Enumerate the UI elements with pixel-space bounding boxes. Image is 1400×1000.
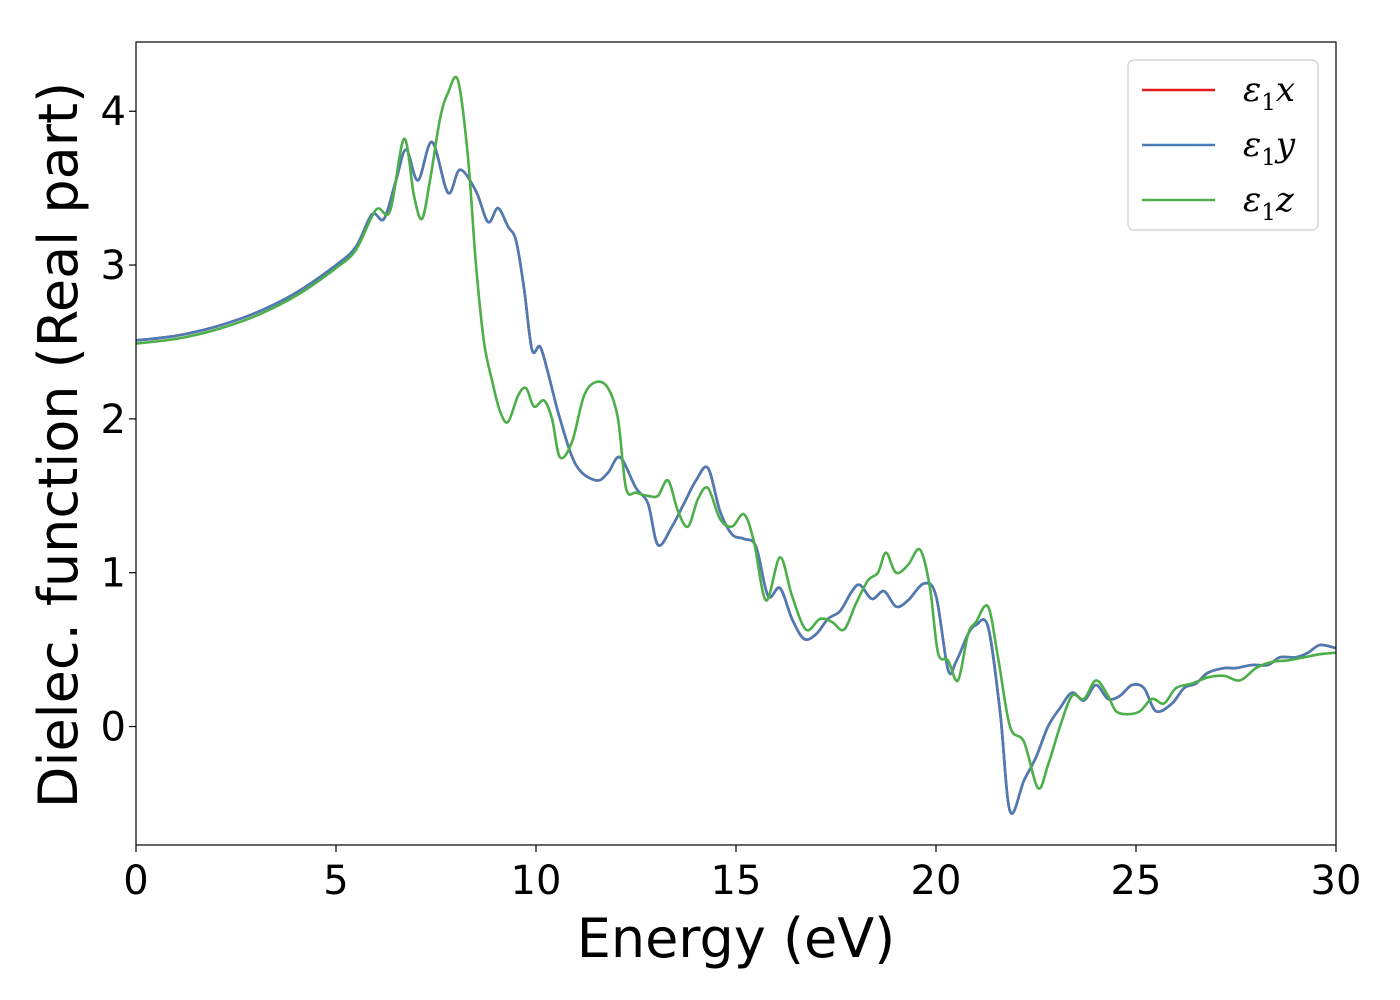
x-tick-label: 15 <box>711 858 762 904</box>
x-tick-label: 5 <box>323 858 348 904</box>
legend-axis: x <box>1276 70 1295 110</box>
legend-label-z: ε1z <box>1243 180 1295 226</box>
legend-symbol: ε <box>1243 70 1261 110</box>
legend-label-y: ε1y <box>1243 125 1296 171</box>
legend-axis: y <box>1274 125 1296 165</box>
legend-symbol: ε <box>1243 125 1261 165</box>
legend-symbol: ε <box>1243 180 1261 220</box>
legend-label-x: ε1x <box>1243 70 1295 116</box>
x-tick-label: 20 <box>911 858 962 904</box>
x-tick-label: 10 <box>511 858 562 904</box>
y-tick-label: 3 <box>101 243 126 289</box>
y-tick-label: 2 <box>101 397 126 443</box>
x-tick-label: 0 <box>123 858 148 904</box>
legend-axis: z <box>1275 180 1295 220</box>
legend-subscript: 1 <box>1261 200 1276 226</box>
y-tick-label: 0 <box>101 705 126 751</box>
legend-subscript: 1 <box>1261 90 1276 116</box>
legend-subscript: 1 <box>1261 145 1276 171</box>
series-layer <box>136 75 1336 815</box>
y-axis-label: Dielec. function (Real part) <box>27 82 90 808</box>
legend-box <box>1127 59 1319 231</box>
series-line-z <box>136 75 1336 790</box>
y-axis-ticks: 0 1 2 3 4 <box>101 89 136 751</box>
series-line-y <box>136 140 1336 815</box>
y-tick-label: 1 <box>101 551 126 597</box>
x-axis-label: Energy (eV) <box>577 907 896 970</box>
x-axis-ticks: 0 5 10 15 20 25 30 <box>123 845 1361 904</box>
x-tick-label: 30 <box>1311 858 1362 904</box>
x-tick-label: 25 <box>1111 858 1162 904</box>
y-tick-label: 4 <box>101 89 126 135</box>
